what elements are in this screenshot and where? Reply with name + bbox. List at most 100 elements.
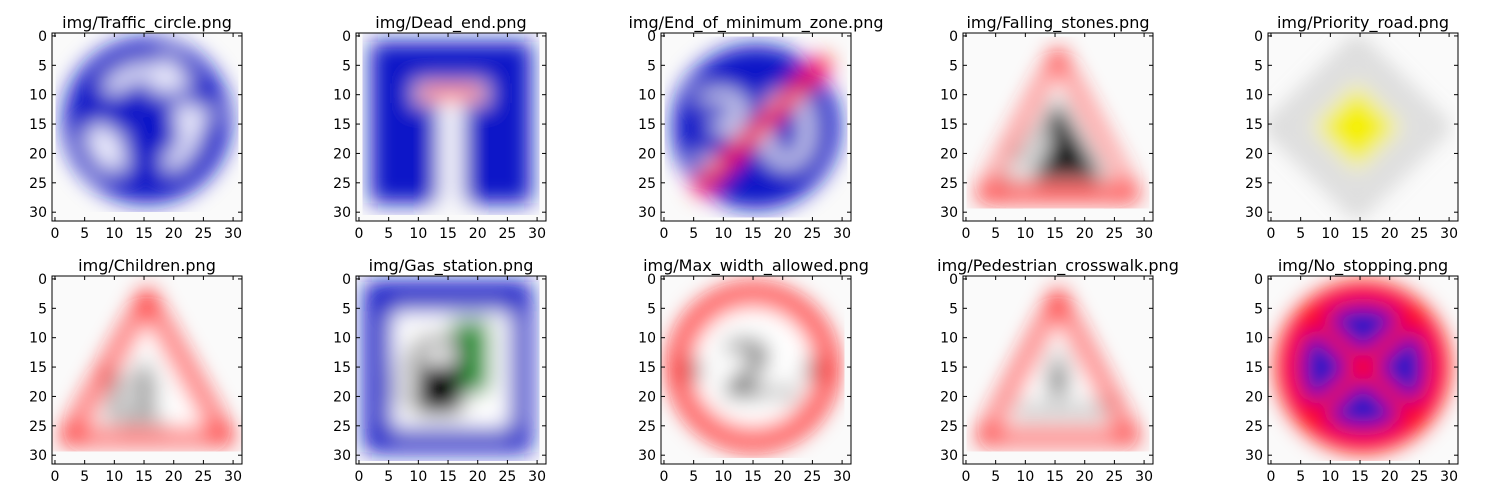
x-tick-label: 0 [660, 226, 669, 242]
y-tick-label: 10 [29, 88, 47, 104]
x-tick-label: 0 [51, 226, 60, 242]
x-tick-label: 10 [714, 469, 732, 485]
x-tick-label: 5 [384, 469, 393, 485]
x-tick-label: 0 [962, 469, 971, 485]
x-tick-label: 30 [833, 469, 851, 485]
y-tick-label: 15 [638, 117, 656, 133]
y-tick-label: 15 [638, 360, 656, 376]
x-tick-label: 15 [744, 226, 762, 242]
sign-image-no-stopping [1276, 281, 1450, 453]
x-tick-label: 20 [1076, 226, 1094, 242]
y-tick-label: 15 [940, 117, 958, 133]
y-tick-label: 0 [949, 29, 958, 45]
x-tick-label: 20 [469, 226, 487, 242]
panel-title: img/Priority_road.png [1277, 13, 1449, 33]
y-tick-label: 25 [29, 176, 47, 192]
y-tick-label: 30 [638, 448, 656, 464]
x-tick-label: 5 [80, 226, 89, 242]
x-tick-label: 10 [1016, 226, 1034, 242]
y-tick-label: 5 [1254, 301, 1263, 317]
panel-title: img/Falling_stones.png [966, 13, 1149, 33]
y-tick-label: 0 [647, 29, 656, 45]
x-tick-label: 5 [689, 469, 698, 485]
x-tick-label: 5 [1296, 226, 1305, 242]
y-tick-label: 30 [1245, 205, 1263, 221]
x-tick-label: 20 [1381, 469, 1399, 485]
y-tick-label: 5 [949, 301, 958, 317]
panel-title: img/No_stopping.png [1278, 256, 1448, 276]
x-tick-label: 25 [1105, 226, 1123, 242]
x-tick-label: 15 [1351, 226, 1369, 242]
x-tick-label: 15 [744, 469, 762, 485]
x-tick-label: 25 [1410, 469, 1428, 485]
x-tick-label: 5 [80, 469, 89, 485]
x-tick-label: 30 [528, 226, 546, 242]
y-tick-label: 15 [29, 117, 47, 133]
y-tick-label: 5 [38, 301, 47, 317]
x-tick-label: 10 [409, 226, 427, 242]
x-tick-label: 10 [1321, 226, 1339, 242]
y-tick-label: 25 [1245, 176, 1263, 192]
y-tick-label: 10 [638, 331, 656, 347]
sign-image-dead-end [370, 41, 532, 207]
y-tick-label: 30 [333, 448, 351, 464]
x-tick-label: 15 [439, 226, 457, 242]
x-tick-label: 20 [1076, 469, 1094, 485]
y-tick-label: 25 [333, 176, 351, 192]
axes-frame [962, 32, 1154, 222]
y-tick-label: 20 [940, 146, 958, 162]
x-tick-label: 10 [105, 469, 123, 485]
panel-title: img/End_of_minimum_zone.png [628, 13, 883, 33]
y-tick-label: 15 [29, 360, 47, 376]
y-tick-label: 10 [1245, 88, 1263, 104]
y-tick-label: 20 [638, 146, 656, 162]
x-tick-label: 5 [991, 469, 1000, 485]
sign-image-priority-road [1268, 38, 1447, 216]
y-tick-label: 5 [647, 301, 656, 317]
axes-frame [355, 32, 547, 222]
y-tick-label: 0 [342, 272, 351, 288]
y-tick-label: 10 [1245, 331, 1263, 347]
y-tick-label: 0 [949, 272, 958, 288]
y-tick-label: 30 [638, 205, 656, 221]
x-tick-label: 20 [774, 226, 792, 242]
axes-frame [1267, 275, 1459, 465]
y-tick-label: 15 [940, 360, 958, 376]
y-tick-label: 10 [638, 88, 656, 104]
x-tick-label: 0 [1267, 226, 1276, 242]
y-tick-label: 5 [342, 301, 351, 317]
axes-frame [660, 32, 852, 222]
y-tick-label: 0 [38, 29, 47, 45]
x-tick-label: 30 [224, 226, 242, 242]
x-tick-label: 10 [1016, 469, 1034, 485]
x-tick-label: 0 [660, 469, 669, 485]
y-tick-label: 10 [940, 331, 958, 347]
sign-number: 2 [720, 327, 774, 416]
y-tick-label: 20 [333, 146, 351, 162]
image-panel-end-of-minimum-zone: img/End_of_minimum_zone.png3005101520253… [628, 13, 883, 242]
y-tick-label: 25 [940, 176, 958, 192]
x-tick-label: 15 [439, 469, 457, 485]
x-tick-label: 0 [1267, 469, 1276, 485]
x-tick-label: 15 [135, 469, 153, 485]
panel-title: img/Traffic_circle.png [62, 13, 232, 33]
y-tick-label: 25 [638, 176, 656, 192]
panel-title: img/Pedestrian_crosswalk.png [937, 256, 1179, 276]
x-tick-label: 15 [1046, 469, 1064, 485]
y-tick-label: 10 [333, 331, 351, 347]
x-tick-label: 25 [498, 226, 516, 242]
x-tick-label: 0 [355, 469, 364, 485]
axes-frame [51, 275, 243, 465]
x-tick-label: 0 [51, 469, 60, 485]
y-tick-label: 5 [647, 58, 656, 74]
sign-image-pedestrian-crosswalk [974, 284, 1142, 444]
y-tick-label: 0 [342, 29, 351, 45]
y-tick-label: 25 [29, 419, 47, 435]
